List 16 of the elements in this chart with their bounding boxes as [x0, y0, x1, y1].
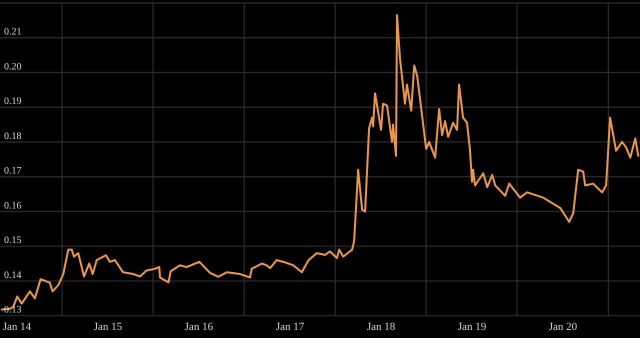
y-tick-label: 0.15 [4, 235, 22, 246]
y-tick-label: 0.18 [4, 130, 22, 142]
x-tick-label: Jan 20 [548, 321, 578, 333]
y-tick-label: 0.20 [4, 61, 22, 72]
y-tick-label: 0.17 [4, 166, 22, 177]
y-tick-label: 0.16 [4, 200, 22, 212]
x-tick-label: Jan 14 [2, 321, 32, 333]
x-tick-label: Jan 17 [276, 321, 305, 333]
y-tick-label: 0.13 [4, 304, 22, 316]
x-tick-label: Jan 15 [94, 321, 123, 333]
y-tick-label: 0.21 [4, 26, 22, 38]
x-tick-label: Jan 19 [458, 321, 487, 333]
x-tick-label: Jan 16 [184, 321, 214, 333]
y-tick-label: 0.19 [4, 96, 22, 108]
x-tick-label: Jan 18 [366, 321, 396, 333]
y-tick-label: 0.14 [4, 270, 22, 281]
